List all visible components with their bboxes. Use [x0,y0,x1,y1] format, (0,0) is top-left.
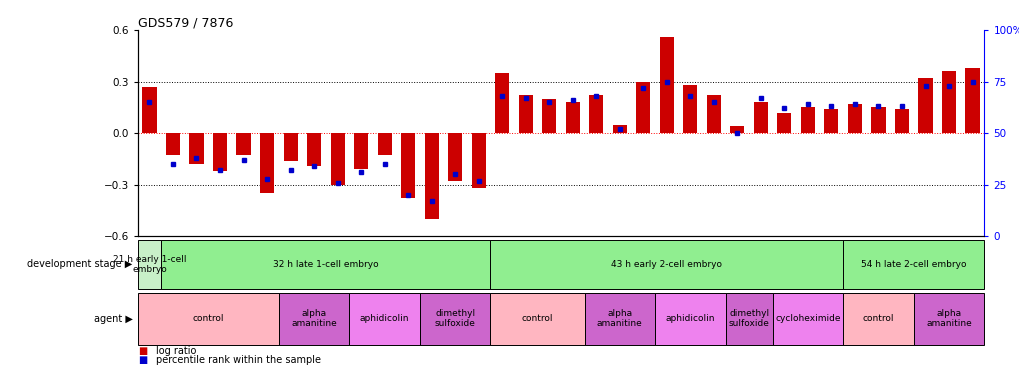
Text: cycloheximide: cycloheximide [774,314,840,323]
Text: 54 h late 2-cell embryo: 54 h late 2-cell embryo [860,260,966,269]
Bar [494,73,508,133]
Bar [894,109,908,133]
Bar [725,292,772,345]
Bar [870,107,884,133]
Text: aphidicolin: aphidicolin [665,314,714,323]
Bar [706,95,720,133]
Text: control: control [193,314,224,323]
Bar [143,87,156,133]
Text: ■: ■ [138,346,147,355]
Bar [823,109,838,133]
Text: dimethyl
sulfoxide: dimethyl sulfoxide [728,309,768,328]
Text: dimethyl
sulfoxide: dimethyl sulfoxide [434,309,475,328]
Bar [424,133,438,219]
Bar [330,133,344,185]
Bar [654,292,725,345]
Bar [753,102,767,133]
Bar [490,240,843,289]
Bar [659,37,674,133]
Text: aphidicolin: aphidicolin [360,314,409,323]
Bar [471,133,485,188]
Bar [138,240,161,289]
Bar [236,133,251,156]
Bar [278,292,348,345]
Bar [307,133,321,166]
Bar [400,133,415,198]
Text: alpha
amanitine: alpha amanitine [596,309,642,328]
Bar [490,292,584,345]
Bar [917,78,931,133]
Text: log ratio: log ratio [156,346,197,355]
Bar [776,112,791,133]
Bar [965,68,978,133]
Bar [348,292,420,345]
Bar [683,85,697,133]
Bar [447,133,462,181]
Bar [420,292,490,345]
Bar [730,126,744,133]
Bar [518,95,532,133]
Bar [843,240,983,289]
Bar [213,133,227,171]
Bar [138,292,278,345]
Bar [942,71,955,133]
Text: ■: ■ [138,355,147,365]
Bar [190,133,204,164]
Bar [800,107,814,133]
Text: control: control [862,314,894,323]
Bar [260,133,274,193]
Text: alpha
amanitine: alpha amanitine [290,309,336,328]
Bar [913,292,983,345]
Bar [566,102,579,133]
Text: control: control [522,314,552,323]
Text: development stage ▶: development stage ▶ [28,260,132,269]
Bar [377,133,391,156]
Text: percentile rank within the sample: percentile rank within the sample [156,355,321,365]
Bar [636,82,650,133]
Bar [584,292,654,345]
Bar [589,95,602,133]
Text: 43 h early 2-cell embryo: 43 h early 2-cell embryo [610,260,721,269]
Text: alpha
amanitine: alpha amanitine [925,309,971,328]
Bar [161,240,490,289]
Bar [772,292,843,345]
Bar [283,133,298,160]
Bar [354,133,368,169]
Bar [843,292,913,345]
Text: 32 h late 1-cell embryo: 32 h late 1-cell embryo [273,260,378,269]
Bar [847,104,861,133]
Bar [542,99,555,133]
Text: 21 h early 1-cell
embryо: 21 h early 1-cell embryо [112,255,186,274]
Text: agent ▶: agent ▶ [94,314,132,324]
Bar [166,133,180,156]
Text: GDS579 / 7876: GDS579 / 7876 [138,17,233,30]
Bar [612,124,627,133]
